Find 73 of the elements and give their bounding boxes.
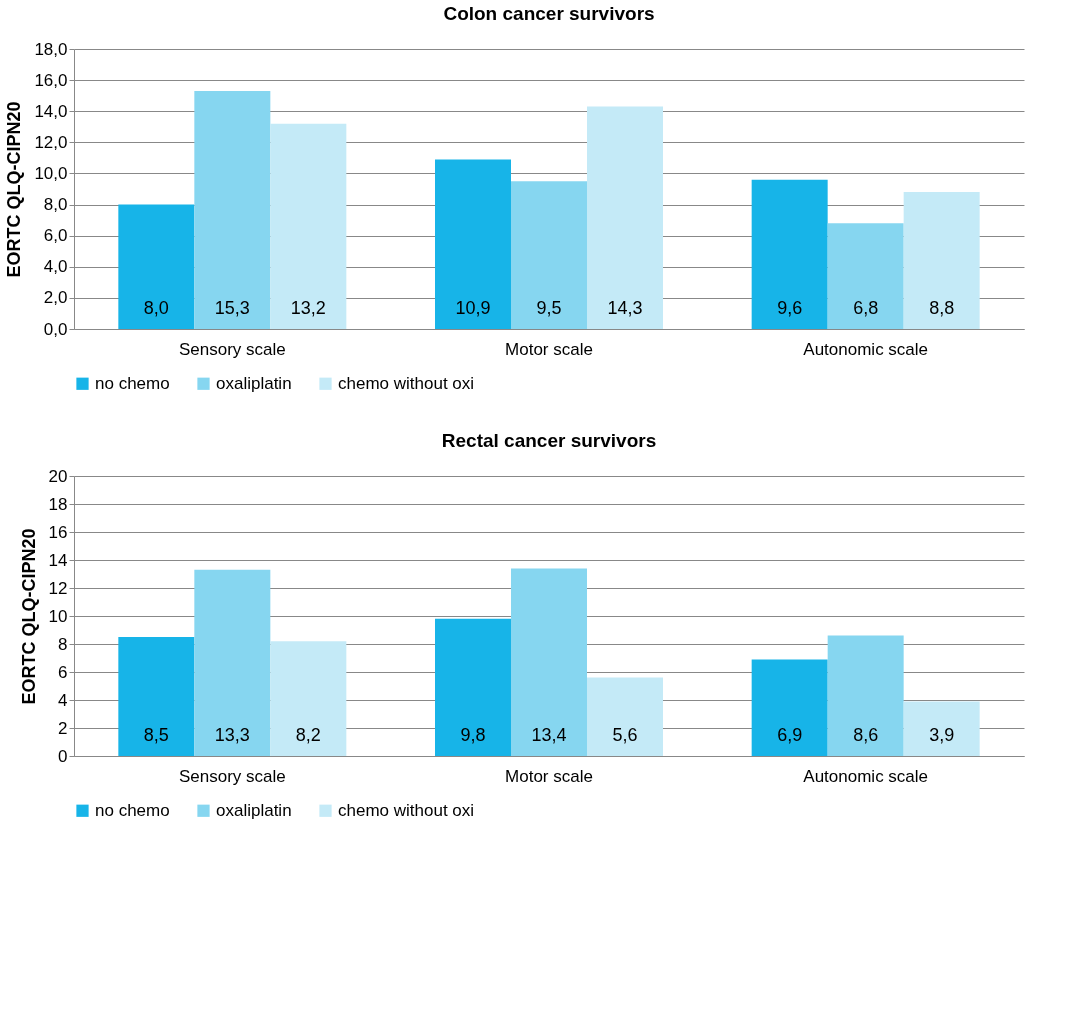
- data-label: 8,6: [853, 725, 879, 745]
- bar: [751, 659, 828, 756]
- y-tick-label: 8,0: [43, 195, 68, 215]
- bar: [511, 568, 587, 756]
- bar: [194, 569, 271, 756]
- bar: [435, 618, 511, 756]
- bar: [194, 91, 271, 329]
- x-tick-label: Sensory scale: [178, 339, 286, 359]
- x-tick-label: Motor scale: [505, 339, 593, 359]
- chart-title: Colon cancer survivors: [443, 3, 655, 24]
- x-tick-label: Sensory scale: [178, 766, 286, 786]
- y-tick-label: 16,0: [34, 70, 68, 90]
- bar: [511, 181, 587, 329]
- data-label: 9,6: [777, 298, 803, 318]
- y-tick-label: 0: [58, 746, 68, 766]
- y-tick-label: 6: [58, 662, 68, 682]
- y-tick-label: 0,0: [43, 319, 68, 339]
- legend-label: chemo without oxi: [338, 800, 475, 820]
- data-label: 13,2: [290, 298, 326, 318]
- y-tick-label: 18,0: [34, 39, 68, 59]
- bar: [587, 106, 663, 329]
- data-label: 13,3: [214, 725, 250, 745]
- y-tick-label: 12,0: [34, 132, 68, 152]
- bar: [903, 701, 980, 756]
- y-tick-label: 6,0: [43, 226, 68, 246]
- data-label: 8,2: [295, 725, 321, 745]
- bar: [903, 192, 980, 329]
- y-tick-label: 20: [48, 466, 68, 486]
- data-label: 6,9: [777, 725, 803, 745]
- legend-label: chemo without oxi: [338, 373, 475, 393]
- y-tick-label: 14,0: [34, 101, 68, 121]
- legend-label: oxaliplatin: [216, 373, 292, 393]
- bar: [118, 637, 195, 756]
- y-tick-label: 10,0: [34, 163, 68, 183]
- y-tick-label: 16: [48, 522, 68, 542]
- bar: [827, 223, 904, 329]
- y-tick-label: 14: [48, 550, 68, 570]
- bar: [827, 635, 904, 756]
- data-label: 8,8: [929, 298, 955, 318]
- data-label: 5,6: [612, 725, 638, 745]
- y-axis-title: EORTC QLQ-CIPN20: [4, 101, 25, 278]
- x-tick-label: Autonomic scale: [803, 339, 929, 359]
- x-tick-label: Motor scale: [505, 766, 593, 786]
- data-label: 6,8: [853, 298, 879, 318]
- data-label: 15,3: [214, 298, 250, 318]
- bar: [270, 123, 347, 329]
- data-label: 13,4: [531, 725, 567, 745]
- data-label: 3,9: [929, 725, 955, 745]
- y-tick-label: 18: [48, 494, 68, 514]
- x-tick-label: Autonomic scale: [803, 766, 929, 786]
- chart-title: Rectal cancer survivors: [441, 430, 657, 451]
- bar: [118, 204, 195, 329]
- data-label: 9,8: [460, 725, 486, 745]
- legend-label: no chemo: [95, 373, 170, 393]
- bar: [435, 159, 511, 329]
- y-tick-label: 2: [58, 718, 68, 738]
- bar: [270, 641, 347, 756]
- data-label: 14,3: [607, 298, 643, 318]
- y-tick-label: 12: [48, 578, 68, 598]
- bar: [587, 677, 663, 756]
- legend-label: no chemo: [95, 800, 170, 820]
- y-tick-label: 8: [58, 634, 68, 654]
- y-tick-label: 4: [58, 690, 68, 710]
- data-label: 10,9: [455, 298, 491, 318]
- bar: [751, 179, 828, 329]
- data-label: 9,5: [536, 298, 562, 318]
- y-tick-label: 10: [48, 606, 68, 626]
- y-tick-label: 4,0: [43, 257, 68, 277]
- y-tick-label: 2,0: [43, 288, 68, 308]
- data-label: 8,5: [143, 725, 169, 745]
- y-axis-title: EORTC QLQ-CIPN20: [18, 528, 39, 705]
- legend-label: oxaliplatin: [216, 800, 292, 820]
- data-label: 8,0: [143, 298, 169, 318]
